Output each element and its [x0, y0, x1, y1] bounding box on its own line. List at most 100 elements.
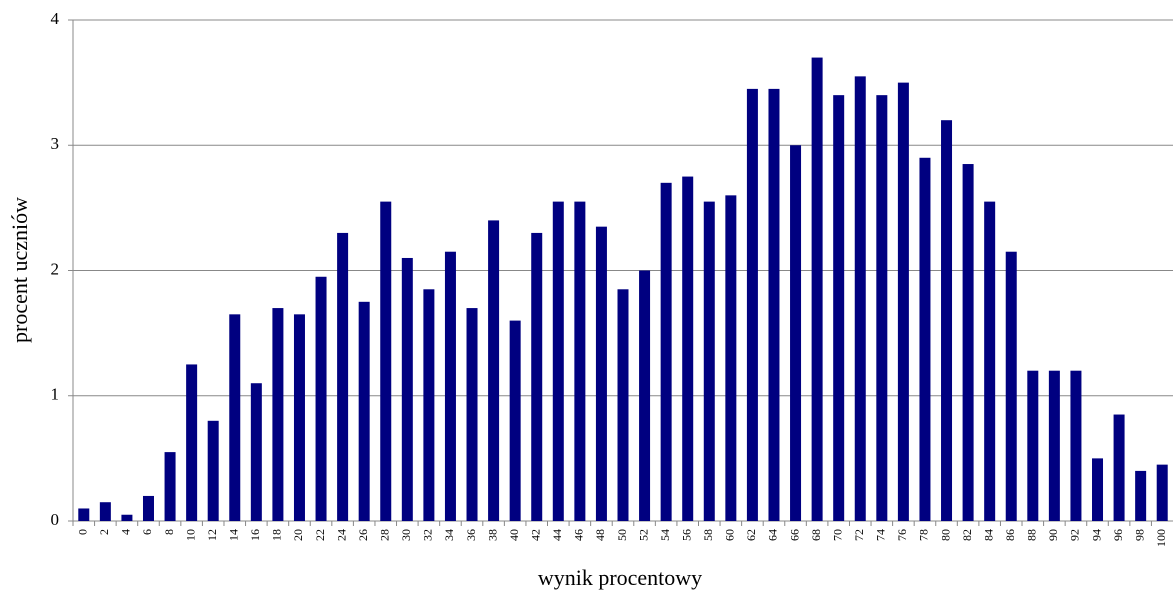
- x-tick-label: 100: [1154, 529, 1168, 547]
- x-tick-label: 38: [485, 529, 499, 541]
- x-tick-label: 92: [1068, 529, 1082, 541]
- bar: [876, 95, 888, 522]
- x-tick-label: 46: [572, 529, 586, 541]
- bar: [1113, 414, 1125, 521]
- bar: [1027, 370, 1039, 521]
- x-tick-label: 34: [442, 529, 456, 541]
- bar: [121, 514, 133, 521]
- x-tick-label: 12: [205, 529, 219, 541]
- x-tick-label: 14: [227, 529, 241, 541]
- bar: [962, 164, 974, 521]
- bar: [229, 314, 241, 521]
- x-tick-label: 88: [1025, 529, 1039, 541]
- bar: [682, 176, 694, 521]
- x-tick-label: 64: [766, 529, 780, 541]
- x-tick-label: 86: [1003, 529, 1017, 541]
- x-tick-label: 0: [76, 529, 90, 535]
- bar: [1048, 370, 1060, 521]
- y-axis-label: procent uczniów: [7, 197, 32, 343]
- x-tick-label: 44: [550, 529, 564, 541]
- bar: [1005, 251, 1017, 521]
- bar: [595, 226, 607, 521]
- x-tick-label: 22: [313, 529, 327, 541]
- bar: [552, 201, 564, 522]
- x-tick-label: 66: [787, 529, 801, 541]
- bar: [250, 383, 262, 521]
- bar: [941, 120, 953, 521]
- x-tick-label: 58: [701, 529, 715, 541]
- x-tick-label: 32: [421, 529, 435, 541]
- bar: [984, 201, 996, 522]
- bar: [660, 182, 672, 521]
- x-tick-label: 98: [1132, 529, 1146, 541]
- bar: [207, 420, 219, 521]
- y-tick-label: 0: [51, 510, 60, 529]
- x-tick-label: 26: [356, 529, 370, 541]
- bar: [401, 257, 413, 521]
- x-tick-label: 84: [981, 529, 995, 541]
- bar: [897, 82, 909, 521]
- bar: [1070, 370, 1082, 521]
- bar: [574, 201, 586, 522]
- x-tick-label: 82: [960, 529, 974, 541]
- x-tick-label: 4: [119, 529, 133, 535]
- bar: [790, 145, 802, 521]
- x-tick-label: 96: [1111, 529, 1125, 541]
- x-tick-label: 42: [528, 529, 542, 541]
- x-tick-label: 62: [744, 529, 758, 541]
- bar: [1135, 470, 1147, 521]
- bar: [617, 289, 629, 521]
- x-tick-label: 74: [874, 529, 888, 541]
- x-tick-label: 70: [830, 529, 844, 541]
- x-tick-label: 6: [140, 529, 154, 535]
- y-tick-label: 3: [51, 134, 60, 153]
- bar: [293, 314, 305, 521]
- bar: [509, 320, 521, 521]
- bar: [272, 308, 284, 521]
- bar: [380, 201, 392, 522]
- bar: [1092, 458, 1104, 521]
- x-tick-label: 56: [679, 529, 693, 541]
- x-tick-label: 30: [399, 529, 413, 541]
- y-tick-label: 2: [51, 259, 60, 278]
- bar: [768, 88, 780, 521]
- x-tick-label: 28: [377, 529, 391, 541]
- bar: [466, 308, 478, 521]
- bar: [531, 232, 543, 522]
- x-tick-label: 40: [507, 529, 521, 541]
- x-tick-label: 78: [917, 529, 931, 541]
- x-tick-label: 18: [270, 529, 284, 541]
- x-tick-label: 24: [334, 529, 348, 541]
- x-tick-label: 50: [615, 529, 629, 541]
- x-tick-label: 8: [162, 529, 176, 535]
- x-tick-label: 76: [895, 529, 909, 541]
- bar: [703, 201, 715, 522]
- x-tick-label: 72: [852, 529, 866, 541]
- x-tick-label: 90: [1046, 529, 1060, 541]
- x-tick-label: 80: [938, 529, 952, 541]
- bar: [833, 95, 845, 522]
- bar: [78, 508, 90, 521]
- bar: [919, 157, 931, 521]
- bar: [854, 76, 866, 522]
- bar: [142, 495, 154, 521]
- x-tick-label: 54: [658, 529, 672, 541]
- x-tick-label: 10: [183, 529, 197, 541]
- bar: [164, 452, 176, 521]
- x-tick-label: 20: [291, 529, 305, 541]
- bar: [423, 289, 435, 521]
- bar: [358, 301, 370, 521]
- x-tick-label: 48: [593, 529, 607, 541]
- x-tick-label: 60: [723, 529, 737, 541]
- x-tick-label: 36: [464, 529, 478, 541]
- bar: [444, 251, 456, 521]
- bar: [725, 195, 737, 521]
- x-axis-label: wynik procentowy: [538, 565, 702, 590]
- bar: [186, 364, 198, 521]
- bar: [746, 88, 758, 521]
- x-tick-label: 68: [809, 529, 823, 541]
- bar: [315, 276, 327, 521]
- bar: [1156, 464, 1168, 521]
- y-tick-label: 1: [51, 385, 60, 404]
